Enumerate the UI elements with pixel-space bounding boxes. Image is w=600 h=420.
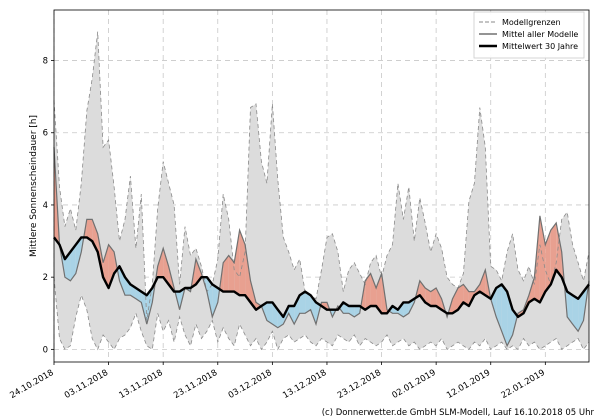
above-climate-segment bbox=[365, 273, 371, 310]
y-axis-label: Mittlere Sonnenscheindauer [h] bbox=[29, 115, 39, 257]
above-climate-segment bbox=[425, 288, 431, 306]
above-climate-segment bbox=[157, 248, 164, 278]
above-climate-segment bbox=[239, 230, 246, 296]
below-climate-segment bbox=[75, 237, 82, 274]
below-climate-segment bbox=[146, 288, 153, 325]
above-climate-segment bbox=[463, 284, 469, 306]
x-tick-label: 22.01.2019 bbox=[500, 368, 547, 401]
y-tick-label: 6 bbox=[43, 129, 48, 139]
model-mean-line bbox=[53, 147, 590, 348]
below-climate-segment bbox=[212, 284, 218, 317]
above-climate-segment bbox=[479, 269, 486, 296]
climate-mean-line bbox=[53, 236, 590, 319]
legend-label-model: Mittel aller Modelle bbox=[502, 30, 578, 39]
above-climate-segment bbox=[556, 223, 562, 278]
above-climate-segment bbox=[452, 288, 458, 314]
y-tick-label: 2 bbox=[43, 273, 48, 283]
below-climate-segment bbox=[294, 295, 300, 325]
y-tick-label: 0 bbox=[43, 345, 48, 355]
below-climate-segment bbox=[572, 295, 579, 332]
below-climate-segment bbox=[403, 302, 409, 317]
model-range-max-line bbox=[53, 31, 590, 321]
below-climate-segment bbox=[490, 288, 497, 317]
y-axis: 0 2 4 6 8 bbox=[43, 57, 54, 355]
above-climate-segment bbox=[223, 255, 229, 292]
x-tick-label: 02.01.2019 bbox=[390, 368, 437, 401]
below-climate-segment bbox=[125, 277, 131, 296]
legend-label-range: Modellgrenzen bbox=[502, 18, 561, 27]
above-climate-segment bbox=[430, 288, 437, 306]
x-tick-label: 03.11.2018 bbox=[63, 368, 110, 401]
below-climate-segment bbox=[277, 309, 284, 328]
above-climate-segment bbox=[103, 244, 109, 288]
below-climate-segment bbox=[567, 291, 573, 325]
model-range-area bbox=[54, 31, 589, 350]
y-tick-label: 8 bbox=[43, 57, 48, 67]
above-climate-segment bbox=[436, 288, 442, 310]
x-tick-label: 23.11.2018 bbox=[172, 368, 219, 401]
x-tick-label: 03.12.2018 bbox=[227, 368, 274, 401]
below-climate-segment bbox=[70, 244, 76, 281]
below-climate-segment bbox=[206, 277, 213, 317]
plot-frame bbox=[53, 9, 590, 363]
y-tick-label: 4 bbox=[43, 201, 48, 211]
x-tick-label: 24.10.2018 bbox=[8, 368, 55, 401]
below-climate-segment bbox=[141, 291, 147, 325]
above-climate-segment bbox=[228, 255, 235, 292]
below-climate-segment bbox=[119, 266, 125, 296]
x-tick-label: 13.11.2018 bbox=[118, 368, 165, 401]
credit-text: (c) Donnerwetter.de GmbH SLM-Modell, Lau… bbox=[321, 408, 594, 418]
x-tick-label: 13.12.2018 bbox=[281, 368, 328, 401]
below-climate-segment bbox=[299, 291, 306, 314]
above-climate-segment bbox=[545, 230, 551, 292]
x-tick-label: 12.01.2019 bbox=[445, 368, 492, 401]
below-climate-segment bbox=[507, 291, 513, 346]
below-climate-segment bbox=[305, 291, 311, 314]
legend: Modellgrenzen Mittel aller Modelle Mitte… bbox=[473, 11, 585, 59]
x-axis: 24.10.2018 03.11.2018 13.11.2018 23.11.2018… bbox=[8, 362, 547, 401]
legend-box bbox=[473, 11, 585, 59]
above-climate-segment bbox=[370, 273, 377, 306]
below-climate-segment bbox=[501, 284, 508, 346]
x-tick-label: 23.12.2018 bbox=[336, 368, 383, 401]
above-climate-segment bbox=[108, 244, 115, 288]
below-climate-segment bbox=[288, 306, 295, 325]
above-climate-segment bbox=[86, 219, 93, 242]
model-range-min-line bbox=[53, 277, 590, 351]
below-climate-segment bbox=[578, 291, 584, 332]
above-climate-segment bbox=[234, 230, 240, 296]
above-climate-segment bbox=[245, 244, 251, 303]
above-climate-segment bbox=[376, 273, 382, 314]
above-climate-segment bbox=[163, 248, 169, 285]
legend-label-climate: Mittelwert 30 Jahre bbox=[502, 42, 578, 51]
below-climate-segment bbox=[266, 302, 273, 325]
